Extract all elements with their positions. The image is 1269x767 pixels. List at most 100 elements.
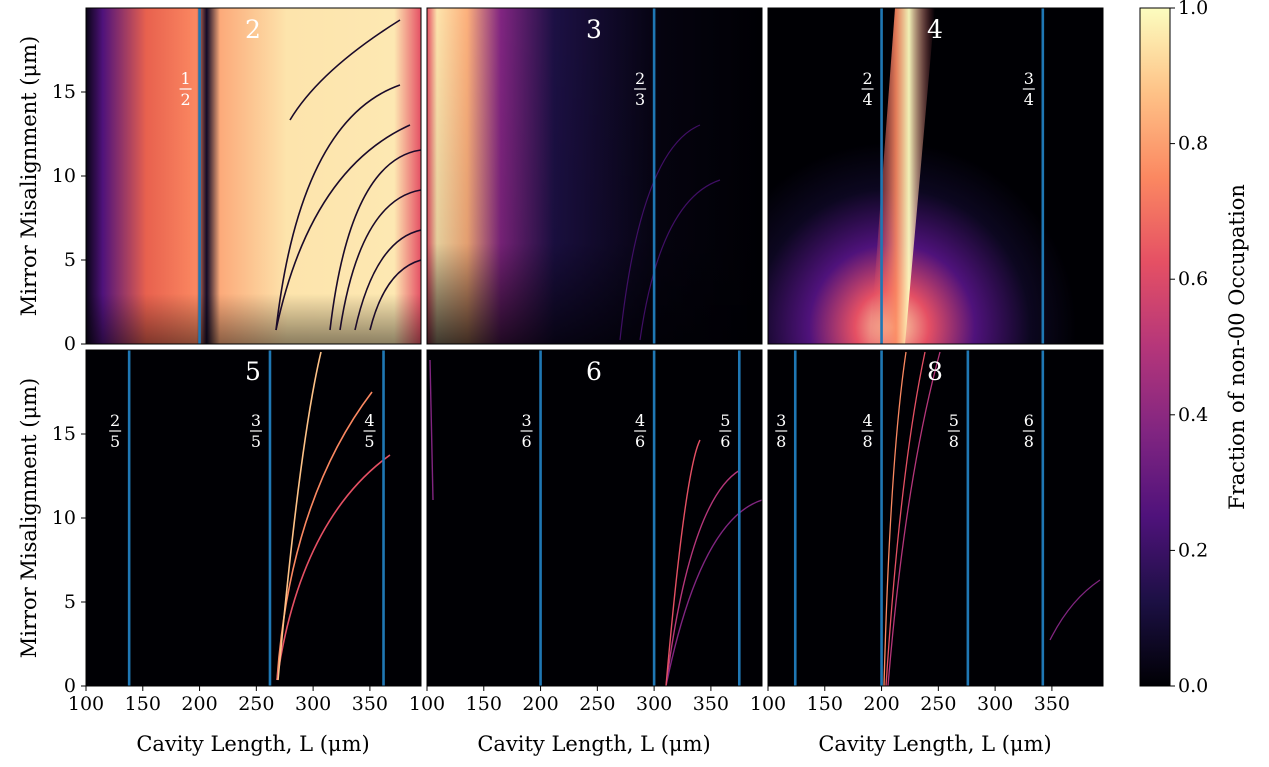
x-tick-label: 150 — [125, 693, 161, 715]
fraction-label-6-8: 68 — [1023, 411, 1035, 451]
fraction-numerator: 4 — [862, 411, 872, 430]
colorbar-tick-label: 0.2 — [1178, 539, 1208, 561]
fraction-numerator: 6 — [1024, 411, 1034, 430]
x-axis-label-left: Cavity Length, L (μm) — [136, 732, 369, 756]
colorbar-tick-label: 0.4 — [1178, 404, 1208, 426]
colorbar-gradient — [1140, 8, 1170, 686]
fraction-label-3-6: 36 — [521, 411, 533, 451]
fraction-numerator: 3 — [1024, 69, 1034, 88]
fraction-label-1-2: 12 — [180, 69, 192, 109]
panel-4 — [768, 8, 1103, 344]
panel-label-2: 2 — [245, 15, 261, 44]
fraction-numerator: 1 — [180, 69, 190, 88]
x-tick-label: 100 — [68, 693, 104, 715]
colorbar-tick-label: 0.0 — [1178, 675, 1208, 697]
x-tick-label: 100 — [409, 693, 445, 715]
panel-8 — [768, 350, 1103, 686]
panel-label-5: 5 — [245, 357, 261, 386]
y-axis-label-bottom: Mirror Misalignment (μm) — [17, 378, 41, 659]
y-tick-label: 15 — [52, 81, 76, 103]
y-tick-label: 5 — [64, 591, 76, 613]
fraction-denominator: 6 — [720, 432, 730, 451]
fraction-label-3-4: 34 — [1023, 69, 1035, 109]
x-tick-label: 350 — [352, 693, 388, 715]
fraction-denominator: 8 — [776, 432, 786, 451]
x-tick-label: 250 — [579, 693, 615, 715]
fraction-label-5-6: 56 — [719, 411, 731, 451]
y-tick-label: 5 — [64, 249, 76, 271]
fraction-denominator: 6 — [635, 432, 645, 451]
fraction-label-3-5: 35 — [250, 411, 262, 451]
panel-label-3: 3 — [586, 15, 602, 44]
colorbar-tick-label: 1.0 — [1178, 0, 1208, 19]
colorbar-tick-label: 0.6 — [1178, 268, 1208, 290]
panel-2-shade — [86, 8, 421, 344]
fraction-label-2-4: 24 — [862, 69, 874, 109]
x-axis-label-middle: Cavity Length, L (μm) — [477, 732, 710, 756]
panel-6 — [427, 350, 762, 686]
fraction-label-4-8: 48 — [862, 411, 874, 451]
fraction-label-4-5: 45 — [364, 411, 376, 451]
x-tick-label: 300 — [295, 693, 331, 715]
fraction-numerator: 5 — [720, 411, 730, 430]
colorbar-label: Fraction of non-00 Occupation — [1225, 184, 1249, 510]
panel-4-glow — [768, 8, 1103, 344]
x-tick-label: 200 — [181, 693, 217, 715]
panel-3 — [427, 8, 762, 344]
colorbar-ticks: 0.0 0.2 0.4 0.6 0.8 1.0 — [1170, 0, 1208, 697]
fraction-label-2-5: 25 — [109, 411, 121, 451]
fraction-denominator: 3 — [635, 90, 645, 109]
panel-label-4: 4 — [927, 15, 943, 44]
panel-2 — [86, 8, 421, 344]
fraction-label-2-3: 23 — [634, 69, 646, 109]
y-tick-label: 10 — [52, 507, 76, 529]
fraction-numerator: 3 — [521, 411, 531, 430]
x-tick-label: 250 — [920, 693, 956, 715]
fraction-numerator: 2 — [862, 69, 872, 88]
fraction-numerator: 2 — [635, 69, 645, 88]
x-tick-label: 100 — [750, 693, 786, 715]
fraction-numerator: 3 — [251, 411, 261, 430]
fraction-label-3-8: 38 — [775, 411, 787, 451]
fraction-denominator: 5 — [110, 432, 120, 451]
fraction-denominator: 8 — [1024, 432, 1034, 451]
panel-6-background — [427, 350, 762, 686]
x-axis-label-right: Cavity Length, L (μm) — [818, 732, 1051, 756]
x-tick-label: 200 — [522, 693, 558, 715]
x-tick-label: 300 — [977, 693, 1013, 715]
x-tick-label: 350 — [1034, 693, 1070, 715]
x-tick-label: 150 — [807, 693, 843, 715]
y-tick-label: 15 — [52, 423, 76, 445]
fraction-denominator: 4 — [862, 90, 872, 109]
colorbar-tick-label: 0.8 — [1178, 133, 1208, 155]
fraction-numerator: 3 — [776, 411, 786, 430]
fraction-denominator: 5 — [251, 432, 261, 451]
fraction-denominator: 5 — [364, 432, 374, 451]
fraction-label-5-8: 58 — [948, 411, 960, 451]
fraction-numerator: 5 — [949, 411, 959, 430]
x-tick-label: 300 — [636, 693, 672, 715]
y-axis-label-top: Mirror Misalignment (μm) — [17, 36, 41, 317]
y-tick-label: 0 — [64, 333, 76, 355]
x-tick-label: 150 — [466, 693, 502, 715]
y-tick-label: 10 — [52, 165, 76, 187]
fraction-numerator: 2 — [110, 411, 120, 430]
panel-label-8: 8 — [927, 357, 943, 386]
panel-label-6: 6 — [586, 357, 602, 386]
x-tick-label: 200 — [863, 693, 899, 715]
x-tick-label: 250 — [238, 693, 274, 715]
colorbar: 0.0 0.2 0.4 0.6 0.8 1.0 Fraction of non-00 Oc… — [1140, 0, 1249, 697]
fraction-denominator: 8 — [949, 432, 959, 451]
fraction-numerator: 4 — [635, 411, 645, 430]
panel-5 — [86, 350, 421, 686]
fraction-denominator: 8 — [862, 432, 872, 451]
panel-3-fade — [427, 8, 762, 344]
fraction-denominator: 6 — [521, 432, 531, 451]
fraction-label-4-6: 46 — [634, 411, 646, 451]
panel-5-background — [86, 350, 421, 686]
x-tick-label: 350 — [693, 693, 729, 715]
fraction-numerator: 4 — [364, 411, 374, 430]
fraction-denominator: 4 — [1024, 90, 1034, 109]
fraction-denominator: 2 — [180, 90, 190, 109]
